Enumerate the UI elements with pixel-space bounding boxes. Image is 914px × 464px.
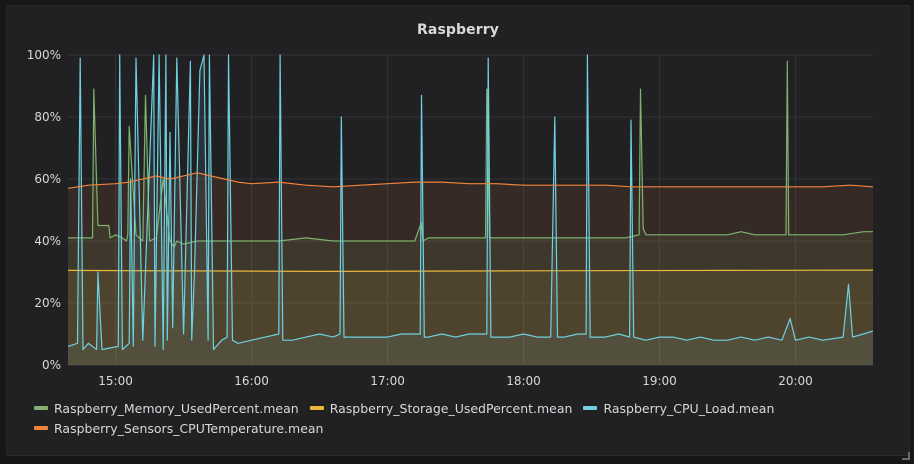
legend-label: Raspberry_CPU_Load.mean [603, 400, 775, 416]
x-tick-label: 15:00 [98, 374, 133, 388]
x-axis: 15:00 16:00 17:00 18:00 19:00 20:00 [98, 374, 812, 388]
legend-row-2: Raspberry_Sensors_CPUTemperature.mean [34, 418, 894, 438]
panel-title[interactable]: Raspberry [417, 22, 499, 38]
series-line-1 [67, 269, 874, 272]
legend-label: Raspberry_Memory_UsedPercent.mean [54, 400, 299, 416]
series-line-0 [68, 60, 873, 248]
x-tick-label: 19:00 [642, 374, 677, 388]
y-tick-label: 0% [42, 358, 61, 372]
legend-row-1: Raspberry_Memory_UsedPercent.mean Raspbe… [34, 398, 894, 418]
x-tick-label: 20:00 [778, 374, 813, 388]
legend-item-memory[interactable]: Raspberry_Memory_UsedPercent.mean [34, 401, 299, 416]
x-tick-label: 16:00 [234, 374, 269, 388]
series-area-3 [68, 172, 873, 365]
x-tick-label: 17:00 [370, 374, 405, 388]
series-areas [68, 55, 873, 365]
panel-resize-handle[interactable] [902, 452, 910, 460]
legend-swatch [309, 406, 324, 410]
legend-label: Raspberry_Sensors_CPUTemperature.mean [54, 420, 324, 436]
series-area-2 [68, 55, 873, 365]
x-tick-label: 18:00 [506, 374, 541, 388]
y-tick-label: 100% [27, 48, 61, 62]
legend-item-cpu-temperature[interactable]: Raspberry_Sensors_CPUTemperature.mean [34, 421, 323, 436]
legend-item-cpu-load[interactable]: Raspberry_CPU_Load.mean [583, 401, 774, 416]
series-lines [67, 54, 874, 351]
series-line-2 [67, 54, 874, 351]
y-tick-label: 60% [34, 172, 61, 186]
legend-swatch [34, 406, 48, 410]
legend-swatch [583, 406, 598, 410]
y-tick-label: 40% [34, 234, 61, 248]
y-tick-label: 20% [34, 296, 61, 310]
legend-label: Raspberry_Storage_UsedPercent.mean [329, 400, 573, 416]
series-line-3 [67, 172, 874, 189]
legend-item-storage[interactable]: Raspberry_Storage_UsedPercent.mean [309, 400, 573, 416]
series-area-1 [68, 270, 873, 365]
series-area-0 [68, 61, 873, 365]
y-axis: 0% 20% 40% 60% 80% 100% [27, 48, 61, 372]
y-tick-label: 80% [34, 110, 61, 124]
chart-legend: Raspberry_Memory_UsedPercent.mean Raspbe… [34, 398, 894, 438]
chart-grid [68, 54, 873, 366]
legend-swatch [34, 426, 48, 430]
